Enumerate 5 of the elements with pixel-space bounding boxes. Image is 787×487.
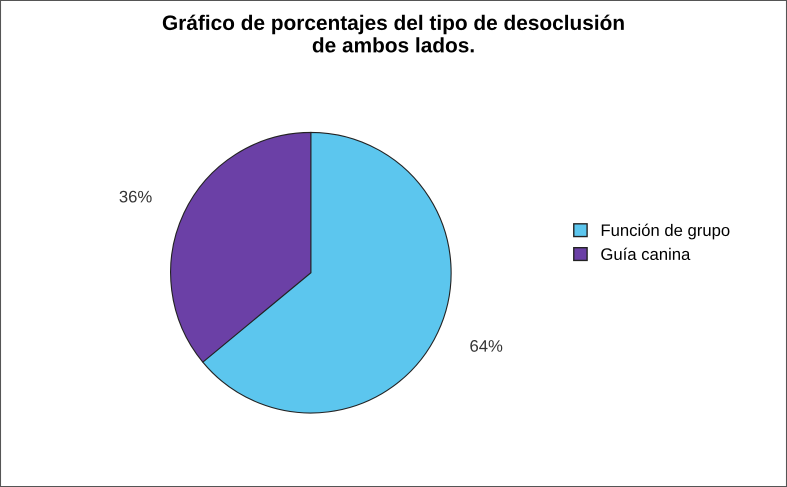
legend-label: Guía canina xyxy=(601,248,690,260)
data-label: 64% xyxy=(470,340,502,352)
legend-label: Función de grupo xyxy=(602,224,730,240)
data-label: 36% xyxy=(120,190,152,203)
chart-title: Gráfico de porcentajes del tipo de desoclusión de ambos lados. xyxy=(162,14,624,53)
